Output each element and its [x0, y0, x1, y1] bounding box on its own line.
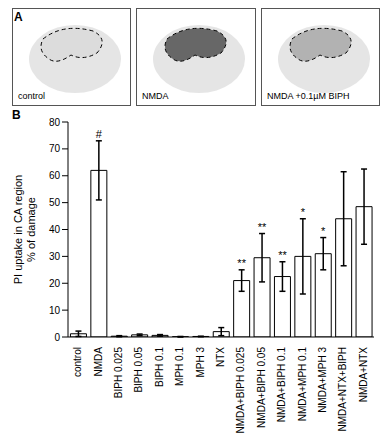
svg-text:NMDA+BIPH 0.1: NMDA+BIPH 0.1: [276, 347, 287, 423]
svg-text:BIPH 0.1: BIPH 0.1: [154, 347, 165, 387]
svg-text:0: 0: [54, 332, 60, 343]
svg-text:*: *: [321, 225, 326, 237]
svg-text:NMDA: NMDA: [142, 91, 169, 101]
svg-text:40: 40: [49, 224, 61, 235]
svg-text:MPH 0.1: MPH 0.1: [174, 347, 185, 386]
svg-text:NMDA +0.1µM BIPH: NMDA +0.1µM BIPH: [267, 91, 349, 101]
svg-text:80: 80: [49, 117, 61, 128]
html-text:B: B: [12, 108, 21, 122]
svg-text:NMDA+MPH 0.1: NMDA+MPH 0.1: [297, 347, 308, 422]
svg-text:NMDA+NTX+BIPH: NMDA+NTX+BIPH: [338, 347, 349, 431]
svg-text:MPH 3: MPH 3: [195, 347, 206, 378]
html-text:A: A: [14, 10, 23, 24]
svg-text:**: **: [258, 221, 267, 233]
svg-text:NMDA: NMDA: [93, 347, 104, 377]
svg-text:NMDA+MPH 3: NMDA+MPH 3: [317, 347, 328, 413]
svg-text:**: **: [278, 249, 287, 261]
svg-text:control: control: [18, 91, 45, 101]
svg-text:#: #: [96, 128, 103, 140]
svg-text:20: 20: [49, 278, 61, 289]
svg-text:*: *: [301, 206, 306, 218]
svg-text:control: control: [72, 347, 83, 377]
svg-text:NMDA+BIPH 0.025: NMDA+BIPH 0.025: [236, 347, 247, 434]
svg-text:30: 30: [49, 251, 61, 262]
svg-text:60: 60: [49, 170, 61, 181]
svg-text:NMDA+NTX: NMDA+NTX: [358, 347, 369, 403]
svg-text:PI uptake in CA region% of dam: PI uptake in CA region% of damage: [12, 175, 37, 284]
svg-text:BIPH 0.05: BIPH 0.05: [134, 347, 145, 393]
svg-text:70: 70: [49, 143, 61, 154]
svg-text:NTX: NTX: [215, 347, 226, 367]
svg-text:50: 50: [49, 197, 61, 208]
svg-text:**: **: [237, 257, 246, 269]
svg-text:10: 10: [49, 305, 61, 316]
svg-text:NMDA+BIPH 0.05: NMDA+BIPH 0.05: [256, 347, 267, 428]
svg-text:BIPH 0.025: BIPH 0.025: [113, 347, 124, 399]
